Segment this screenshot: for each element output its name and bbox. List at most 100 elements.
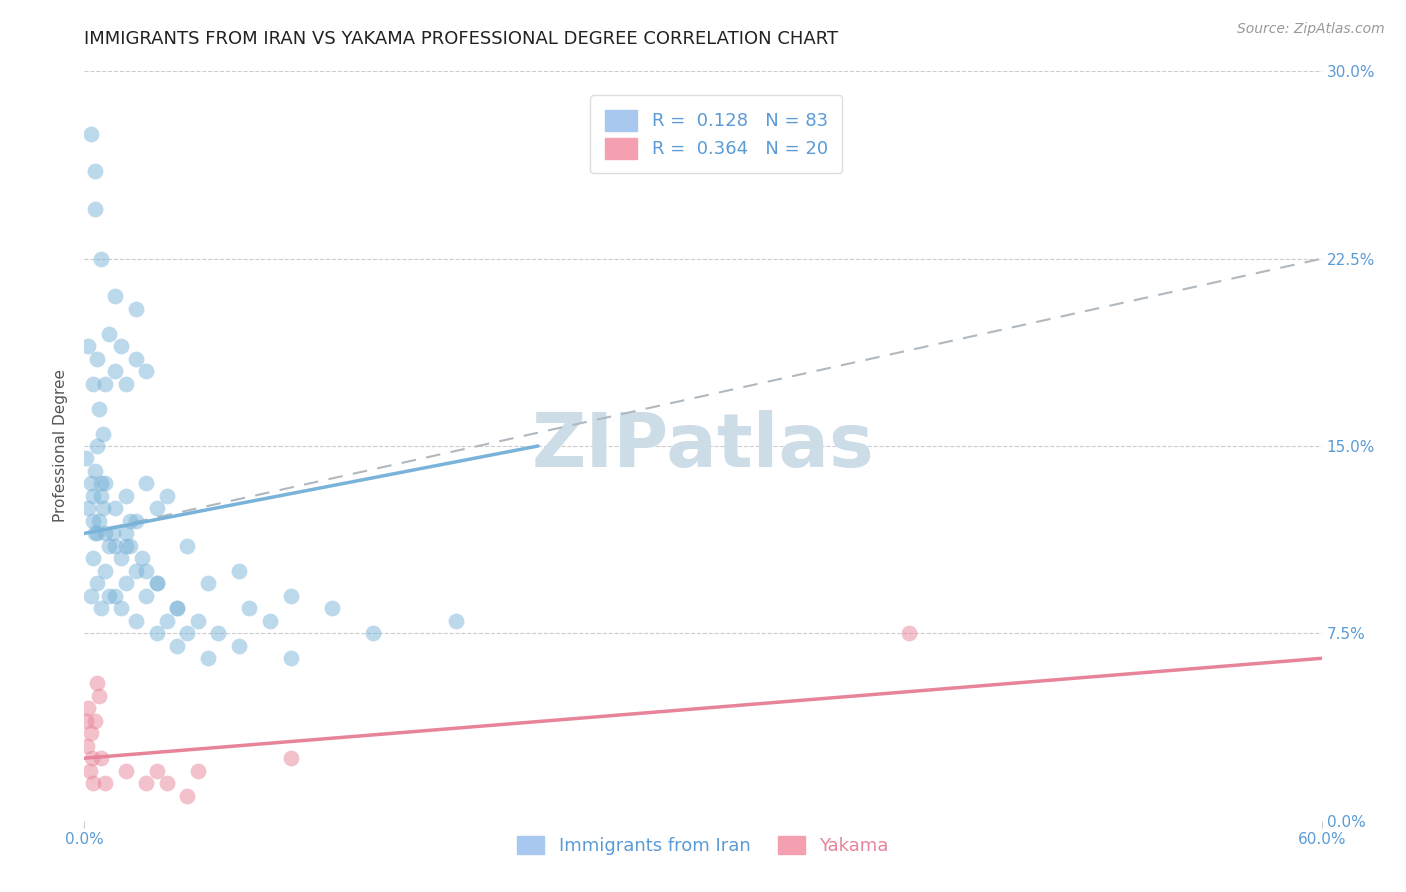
- Point: [197, 651, 219, 665]
- Point: [259, 614, 281, 628]
- Point: [82, 514, 104, 528]
- Point: [125, 351, 148, 366]
- Point: [94, 564, 117, 578]
- Point: [145, 764, 167, 778]
- Point: [166, 639, 188, 653]
- Text: IMMIGRANTS FROM IRAN VS YAKAMA PROFESSIONAL DEGREE CORRELATION CHART: IMMIGRANTS FROM IRAN VS YAKAMA PROFESSIO…: [84, 29, 838, 47]
- Point: [77, 339, 100, 353]
- Point: [83, 202, 105, 216]
- Point: [118, 539, 141, 553]
- Point: [110, 551, 132, 566]
- Point: [110, 601, 132, 615]
- Point: [90, 252, 112, 266]
- Legend: Immigrants from Iran, Yakama: Immigrants from Iran, Yakama: [509, 827, 897, 864]
- Point: [176, 539, 198, 553]
- Point: [82, 489, 104, 503]
- Point: [91, 501, 114, 516]
- Point: [145, 501, 167, 516]
- Point: [82, 376, 104, 391]
- Point: [98, 589, 121, 603]
- Point: [114, 764, 136, 778]
- Point: [104, 289, 127, 303]
- Point: [76, 739, 98, 753]
- Point: [87, 514, 110, 528]
- Point: [94, 526, 117, 541]
- Point: [114, 539, 136, 553]
- Point: [75, 714, 97, 728]
- Point: [79, 764, 101, 778]
- Point: [125, 564, 148, 578]
- Point: [104, 364, 127, 378]
- Point: [228, 639, 250, 653]
- Point: [114, 376, 136, 391]
- Point: [82, 776, 104, 790]
- Point: [83, 526, 105, 541]
- Point: [125, 514, 148, 528]
- Point: [91, 426, 114, 441]
- Point: [94, 376, 117, 391]
- Point: [77, 701, 100, 715]
- Point: [98, 539, 121, 553]
- Point: [156, 614, 179, 628]
- Point: [79, 726, 101, 740]
- Point: [104, 501, 127, 516]
- Point: [207, 626, 229, 640]
- Point: [90, 751, 112, 765]
- Point: [135, 564, 157, 578]
- Point: [114, 489, 136, 503]
- Point: [104, 539, 127, 553]
- Point: [187, 764, 209, 778]
- Point: [94, 776, 117, 790]
- Point: [79, 127, 101, 141]
- Point: [94, 476, 117, 491]
- Y-axis label: Professional Degree: Professional Degree: [53, 369, 69, 523]
- Point: [83, 714, 105, 728]
- Point: [103, 526, 125, 541]
- Point: [114, 526, 136, 541]
- Point: [238, 601, 260, 615]
- Point: [135, 589, 157, 603]
- Point: [145, 576, 167, 591]
- Point: [90, 489, 112, 503]
- Point: [90, 476, 112, 491]
- Point: [280, 651, 302, 665]
- Point: [86, 439, 108, 453]
- Point: [87, 401, 110, 416]
- Point: [83, 464, 105, 478]
- Point: [187, 614, 209, 628]
- Point: [110, 339, 132, 353]
- Point: [280, 589, 302, 603]
- Point: [197, 576, 219, 591]
- Point: [90, 601, 112, 615]
- Point: [131, 551, 153, 566]
- Point: [79, 589, 101, 603]
- Point: [176, 789, 198, 803]
- Point: [135, 776, 157, 790]
- Point: [87, 689, 110, 703]
- Point: [156, 776, 179, 790]
- Point: [145, 576, 167, 591]
- Point: [135, 364, 157, 378]
- Point: [79, 476, 101, 491]
- Point: [280, 751, 302, 765]
- Point: [114, 576, 136, 591]
- Point: [321, 601, 343, 615]
- Point: [86, 351, 108, 366]
- Text: ZIPatlas: ZIPatlas: [531, 409, 875, 483]
- Point: [228, 564, 250, 578]
- Point: [898, 626, 921, 640]
- Point: [104, 589, 127, 603]
- Point: [118, 514, 141, 528]
- Point: [86, 576, 108, 591]
- Point: [80, 751, 103, 765]
- Point: [176, 626, 198, 640]
- Point: [361, 626, 384, 640]
- Point: [156, 489, 179, 503]
- Point: [444, 614, 467, 628]
- Point: [75, 451, 97, 466]
- Point: [166, 601, 188, 615]
- Point: [166, 601, 188, 615]
- Point: [125, 614, 148, 628]
- Point: [86, 526, 108, 541]
- Point: [83, 164, 105, 178]
